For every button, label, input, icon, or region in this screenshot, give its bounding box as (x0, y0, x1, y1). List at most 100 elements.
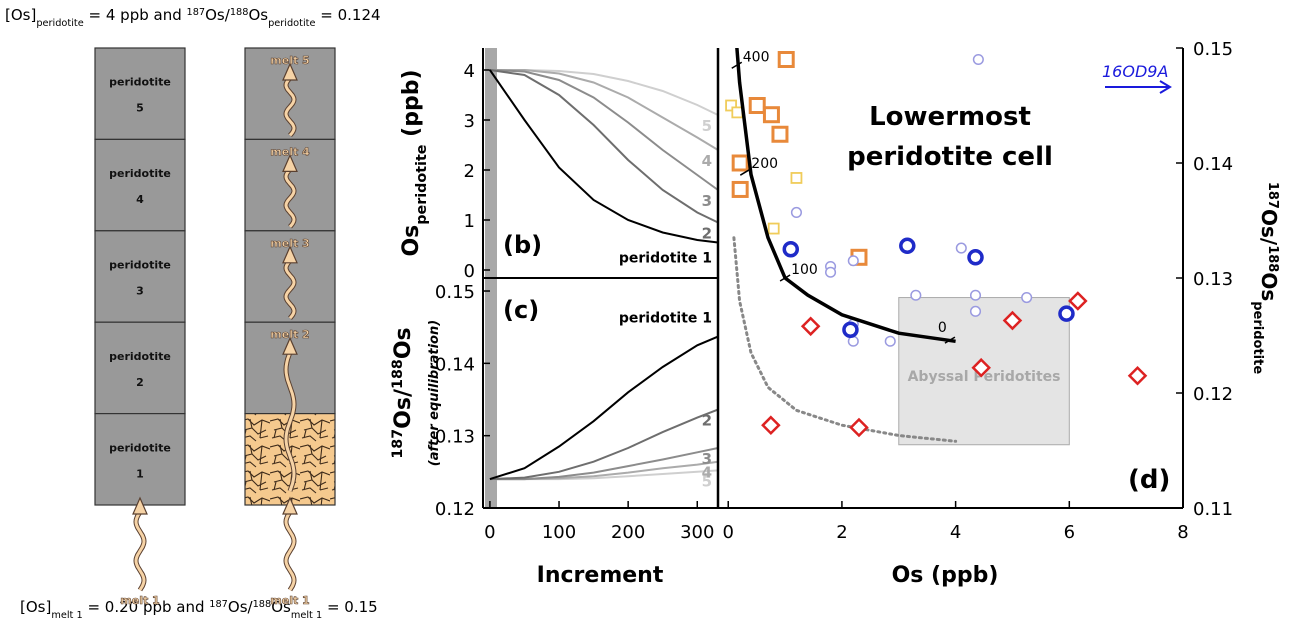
cell-number: 2 (136, 376, 144, 389)
melt-arrowhead (282, 496, 298, 515)
peridotite-cell (94, 413, 186, 506)
melt-arrow (284, 351, 296, 492)
melt-label: melt 4 (270, 145, 310, 158)
cell-number: 1 (136, 467, 144, 480)
x-tick-label: 0 (484, 522, 495, 543)
cell-name: peridotite (109, 441, 171, 454)
x-axis-label: Os (ppb) (892, 563, 999, 588)
cell-name: peridotite (109, 167, 171, 180)
footer: [Os]melt 1 = 0.20 ppb and 187Os/188Osmel… (20, 598, 378, 621)
series-label: 4 (702, 464, 712, 482)
small-square-marker (725, 99, 737, 112)
text-segment: = 0.124 (315, 6, 380, 24)
cell-name: peridotite (109, 350, 171, 363)
melt-arrow (284, 511, 296, 591)
increment-tick (739, 168, 751, 176)
series-label: peridotite 1 (619, 311, 712, 327)
melt-arrowhead (282, 245, 298, 264)
melt-arrow (284, 168, 296, 228)
y-tick-label: 4 (464, 61, 475, 82)
text-segment: [Os] (20, 598, 51, 616)
panel-label: (b) (503, 231, 542, 259)
small-circle-marker (955, 242, 967, 254)
small-circle-marker (910, 289, 922, 301)
melt-arrowhead (282, 153, 298, 172)
plot-area: Abyssal Peridotites 400 200 100 0 (725, 48, 1148, 446)
small-square-marker (790, 172, 803, 184)
text-segment: peridotite (36, 18, 83, 29)
x-tick-label: 300 (680, 522, 714, 543)
square-marker (748, 97, 766, 114)
text-segment: 187 (390, 429, 406, 459)
small-circle-marker (790, 206, 802, 218)
text-segment: 188 (390, 359, 406, 389)
text-segment: Os (391, 327, 416, 359)
series-line (489, 335, 719, 481)
melt-arrowhead (282, 336, 298, 355)
cell-number: 3 (136, 285, 144, 298)
increment-label: 100 (791, 262, 818, 278)
text-segment: Os/ (391, 388, 416, 429)
cell-number: 4 (136, 193, 144, 206)
small-circle-marker (969, 305, 982, 317)
cell-number: 5 (136, 102, 144, 115)
series-label: 5 (702, 472, 712, 490)
small-square-marker (731, 106, 744, 119)
small-circle-marker (969, 289, 982, 301)
peridotite-cell (94, 321, 186, 415)
small-circle-marker (972, 53, 984, 66)
peridotite-cell (94, 230, 186, 323)
series-label: 2 (702, 225, 712, 243)
diamond-marker (1068, 291, 1088, 311)
square-marker (731, 180, 749, 198)
cell-name: peridotite (109, 76, 171, 89)
x-tick-label: 100 (542, 522, 576, 543)
text-segment: [Os] (5, 6, 36, 24)
text-segment: Os (1257, 272, 1281, 301)
peridotite-cell (94, 47, 186, 141)
melt-label: melt 5 (270, 54, 309, 67)
diamond-marker (971, 357, 991, 378)
melt-arrowhead (282, 62, 298, 81)
x-tick-label: 4 (950, 522, 961, 543)
increment-label: 0 (938, 320, 947, 336)
annotation: 16OD9A (1102, 62, 1168, 81)
circle-marker (899, 237, 916, 255)
increment-label: 200 (751, 156, 778, 172)
series-label: 2 (702, 412, 712, 430)
melt-arrow (284, 259, 296, 320)
y-tick-label: 0.14 (435, 354, 475, 375)
cell-name: peridotite (109, 259, 171, 272)
series-line (489, 447, 719, 481)
y-tick-label: 0.13 (435, 427, 475, 448)
circle-marker (842, 321, 859, 338)
diamond-marker (761, 415, 781, 435)
y-tick-label: 0.11 (1193, 499, 1233, 520)
series-line (489, 69, 719, 224)
x-tick-label: 0 (723, 522, 734, 543)
circle-marker (967, 249, 984, 266)
y-tick-label: 0.14 (1193, 154, 1233, 175)
melt-input-label: melt 1 (120, 594, 159, 607)
text-segment: peridotite (414, 145, 430, 225)
small-circle-marker (825, 266, 837, 278)
diamond-marker (1127, 365, 1148, 386)
increment-tick (731, 61, 743, 69)
increment-tick (779, 274, 791, 282)
text-segment: = 0.20 ppb and (83, 598, 210, 616)
annotation-arrow (1105, 80, 1172, 94)
chart-title: peridotite cell (847, 142, 1053, 172)
y-tick-label: 0.13 (1193, 269, 1233, 290)
chart-title: Lowermost (869, 102, 1031, 132)
text-segment: peridotite (1251, 301, 1266, 374)
diamond-marker (849, 417, 869, 438)
square-marker (731, 154, 749, 172)
series-label: 4 (702, 152, 712, 170)
melt-arrow (284, 77, 296, 137)
increment-label: 400 (743, 49, 770, 65)
y-tick-label: 0.12 (435, 499, 475, 520)
series-label: 3 (702, 192, 712, 210)
text-segment: Os (271, 598, 291, 616)
square-marker (771, 125, 789, 143)
